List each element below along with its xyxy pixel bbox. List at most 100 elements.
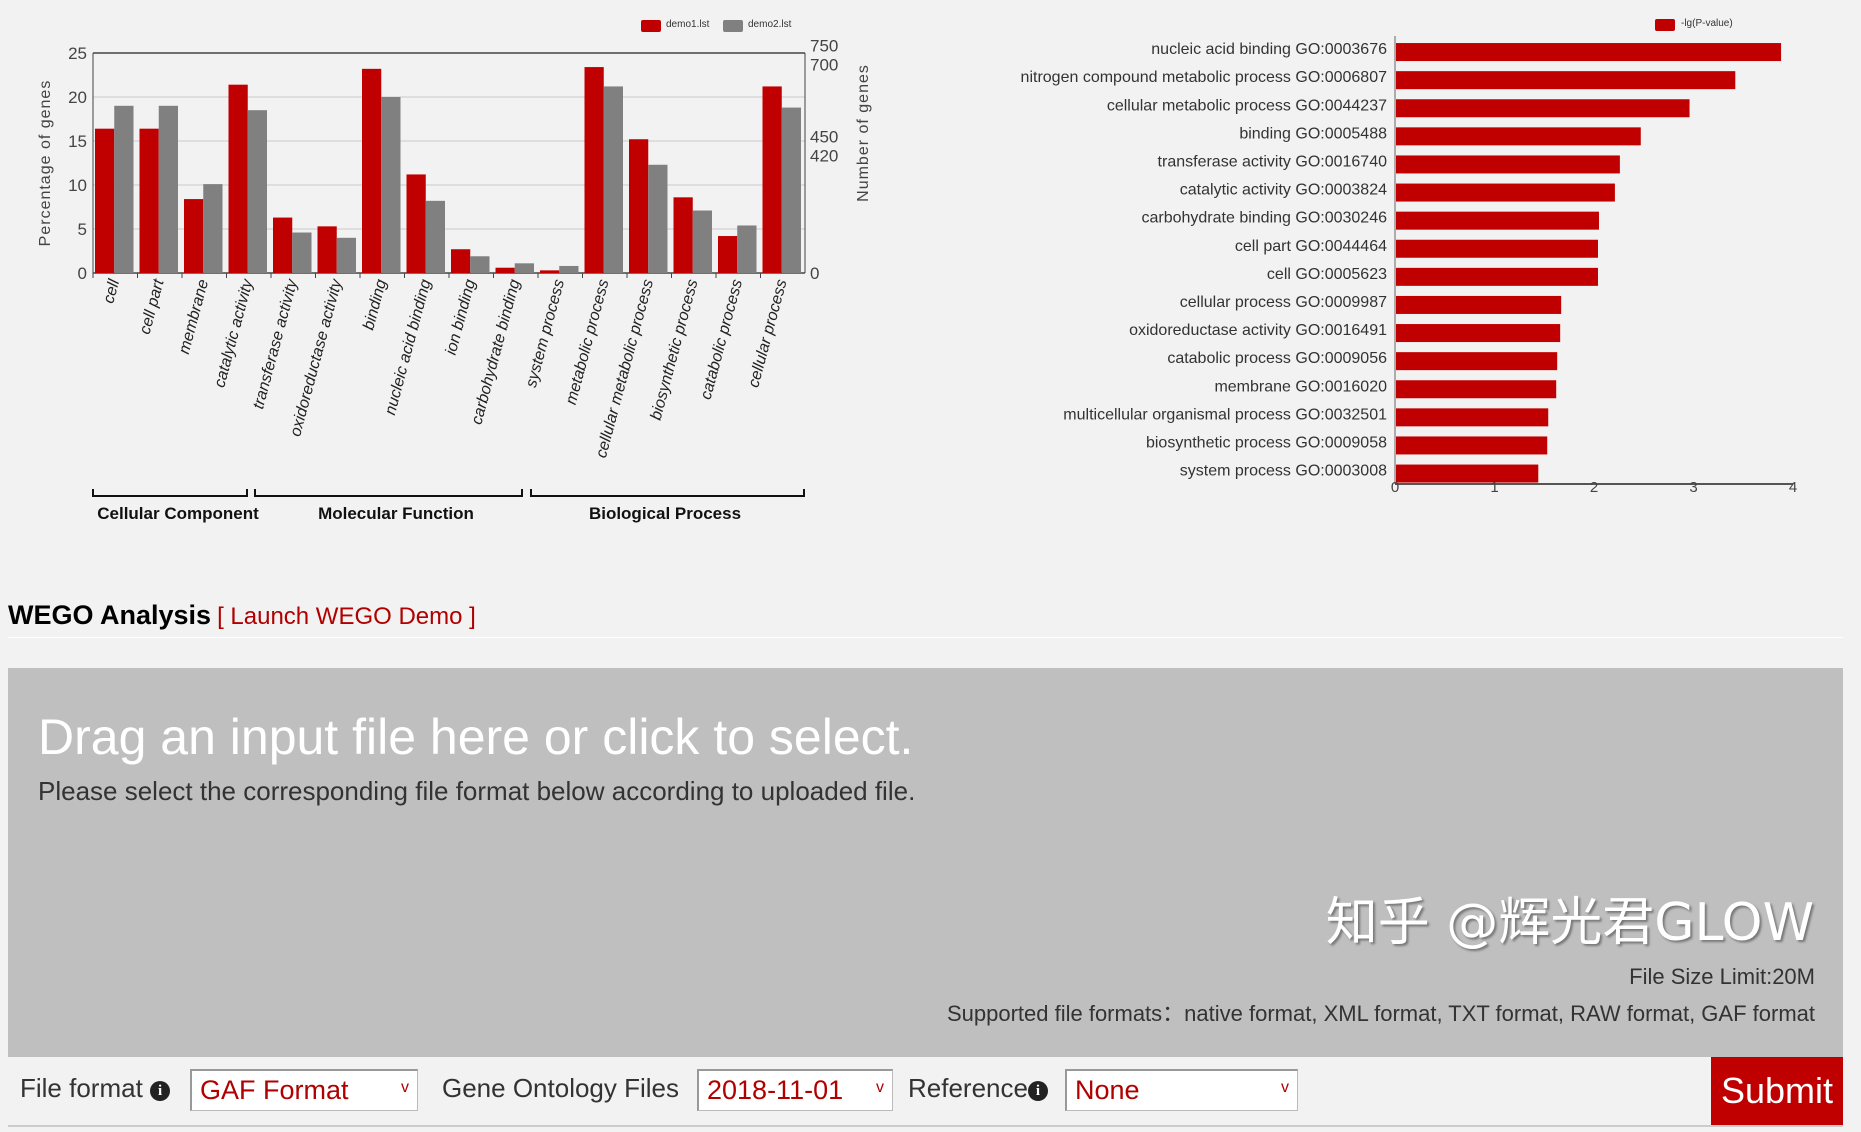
chevron-down-icon: v	[1281, 1079, 1289, 1096]
legend-swatch	[641, 20, 661, 32]
y-tick-label: membrane GO:0016020	[1214, 378, 1387, 395]
bar-demo2	[603, 86, 623, 273]
y-tick-label: 25	[68, 44, 87, 63]
x-tick-label: catabolic process	[698, 278, 746, 402]
file-format-select[interactable]: GAF Format v	[190, 1069, 418, 1111]
info-icon[interactable]: i	[150, 1081, 171, 1101]
x-tick-label: catalytic activity	[211, 277, 256, 390]
bar	[1396, 155, 1620, 174]
launch-demo-link[interactable]: [ Launch WEGO Demo ]	[217, 603, 476, 630]
watermark: 知乎 @辉光君GLOW	[1325, 893, 1814, 953]
bar	[1396, 127, 1641, 146]
group-label: Cellular Component	[97, 504, 259, 523]
x-tick-label: carbohydrate binding	[469, 278, 524, 427]
y-tick-label: catalytic activity GO:0003824	[1180, 182, 1387, 199]
bar-demo2	[381, 97, 401, 273]
bar-demo2	[336, 237, 356, 273]
enrichment-chart: nucleic acid binding GO:0003676 nitrogen …	[1021, 18, 1798, 496]
bar-demo2	[781, 107, 801, 273]
y-tick-label: oxidoreductase activity GO:0016491	[1129, 322, 1387, 339]
legend-swatch	[1655, 19, 1675, 31]
y-tick-label: nitrogen compound metabolic process GO:0…	[1021, 69, 1388, 86]
reference-select[interactable]: None v	[1065, 1069, 1298, 1111]
bar-demo2	[470, 256, 490, 273]
bar-demo2	[559, 265, 579, 273]
section-title: WEGO Analysis	[8, 600, 212, 630]
bar-demo1	[228, 84, 248, 274]
bar-demo1	[673, 197, 693, 273]
section-heading: WEGO Analysis[ Launch WEGO Demo ]	[8, 600, 476, 631]
y2-tick-label: 420	[810, 146, 838, 165]
bar-demo1	[762, 86, 782, 273]
divider	[8, 637, 1843, 638]
x-tick-label: metabolic process	[563, 278, 613, 407]
bar-demo1	[629, 139, 649, 273]
bar	[1396, 43, 1782, 62]
y-tick-label: 0	[78, 264, 87, 283]
bar	[1396, 380, 1557, 399]
submit-button[interactable]: Submit	[1711, 1057, 1843, 1125]
y-tick-label: cell GO:0005623	[1267, 266, 1387, 283]
legend-swatch	[723, 20, 743, 32]
y-tick-label: catabolic process GO:0009056	[1167, 350, 1387, 367]
group-label: Molecular Function	[318, 504, 474, 523]
group-bracket	[530, 489, 805, 497]
legend-label: demo2.lst	[748, 19, 792, 30]
bar-demo2	[203, 184, 223, 273]
chevron-down-icon: v	[401, 1079, 409, 1096]
bar-demo2	[737, 225, 757, 273]
bar	[1396, 211, 1599, 230]
info-icon[interactable]: i	[1027, 1081, 1048, 1101]
group-label: Biological Process	[589, 504, 741, 523]
file-dropzone[interactable]: Drag an input file here or click to sele…	[8, 668, 1843, 1058]
x-tick-label: cellular process	[745, 278, 790, 390]
bar-demo2	[514, 263, 534, 273]
legend-label: demo1.lst	[666, 19, 710, 30]
go-files-label: Gene Ontology Files	[442, 1073, 680, 1103]
x-tick-label: 3	[1689, 479, 1697, 496]
y2-tick-label: 450	[810, 127, 838, 146]
y-tick-label: 20	[68, 88, 87, 107]
x-tick-label: nucleic acid binding	[382, 278, 435, 417]
bar	[1396, 295, 1562, 314]
go-files-select[interactable]: 2018-11-01 v	[697, 1069, 893, 1111]
x-tick-label: transferase activity	[250, 277, 301, 411]
bar-demo1	[495, 267, 515, 273]
x-tick-label: 4	[1789, 479, 1797, 496]
y2-tick-label: 0	[810, 264, 819, 283]
y-tick-label: nucleic acid binding GO:0003676	[1151, 41, 1387, 58]
bar	[1396, 71, 1736, 90]
y-tick-label: 5	[78, 220, 87, 239]
y-tick-label: 15	[68, 132, 87, 151]
y2-tick-label: 750	[810, 36, 838, 55]
options-bar: File format i GAF Format v Gene Ontology …	[8, 1057, 1843, 1127]
chevron-down-icon: v	[876, 1079, 884, 1096]
x-tick-label: system process	[523, 278, 568, 390]
bar-demo1	[317, 226, 337, 273]
bar	[1396, 267, 1598, 286]
y-tick-label: binding GO:0005488	[1239, 125, 1387, 142]
y2-axis-title: Number of genes	[855, 64, 872, 202]
dropzone-title: Drag an input file here or click to sele…	[38, 709, 914, 765]
x-tick-label: cell part	[137, 277, 168, 336]
bar-demo1	[362, 68, 382, 273]
bar	[1396, 436, 1548, 455]
y-axis-title: Percentage of genes	[37, 80, 54, 247]
bar-demo2	[425, 200, 445, 273]
reference-label: Reference i	[908, 1073, 1048, 1104]
x-tick-label: binding	[360, 278, 390, 332]
file-format-label: File format i	[20, 1073, 171, 1104]
bar-demo1	[139, 128, 159, 273]
y-tick-label: carbohydrate binding GO:0030246	[1141, 210, 1387, 227]
y-tick-label: biosynthetic process GO:0009058	[1146, 434, 1387, 451]
x-tick-label: 0	[1391, 479, 1399, 496]
bar-demo1	[184, 199, 204, 273]
y-tick-label: cellular process GO:0009987	[1180, 294, 1387, 311]
bar-demo2	[247, 110, 267, 273]
supported-formats: Supported file formats：native format, XM…	[946, 1001, 1815, 1026]
bar	[1396, 239, 1598, 258]
bar-demo1	[273, 217, 293, 273]
bar-demo1	[584, 67, 604, 273]
y-tick-label: multicellular organismal process GO:0032…	[1063, 406, 1387, 423]
